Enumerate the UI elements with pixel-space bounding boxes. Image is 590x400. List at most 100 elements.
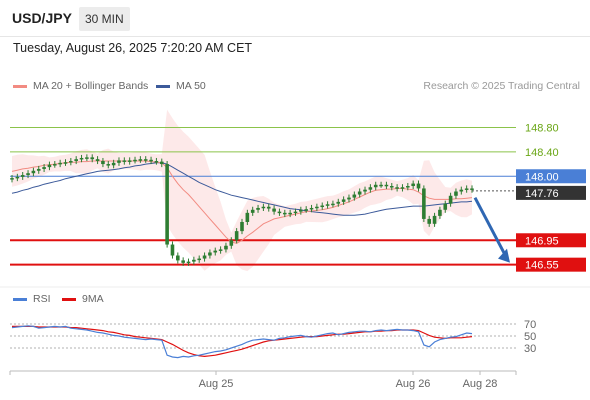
candle-body <box>240 221 244 232</box>
candle-body <box>331 203 335 206</box>
candle-body <box>197 258 202 261</box>
candle-body <box>79 157 84 160</box>
candle-body <box>245 212 250 222</box>
candle-body <box>52 164 57 166</box>
candle-body <box>315 206 319 209</box>
candle-body <box>213 250 218 253</box>
candle-body <box>309 207 314 210</box>
legend-9ma: 9MA <box>62 293 104 305</box>
rsi-9ma-line <box>12 325 473 358</box>
level-tag-146.95 <box>516 233 586 248</box>
candle-body <box>176 255 180 261</box>
candle-body <box>95 159 100 162</box>
candle-body <box>454 191 458 196</box>
legend-ma20: MA 20 + Bollinger Bands <box>13 80 148 92</box>
candle-body <box>111 162 116 166</box>
legend-ma50: MA 50 <box>156 80 206 92</box>
x-tick-label: Aug 25 <box>199 378 234 390</box>
candle-body <box>443 203 448 210</box>
candle-body <box>42 167 46 169</box>
candle-body <box>352 194 357 198</box>
candle-body <box>31 170 36 174</box>
candle-body <box>117 160 121 163</box>
header-divider <box>0 36 590 37</box>
candle-body <box>438 209 442 216</box>
candle-body <box>143 159 148 161</box>
candle-body <box>448 195 453 204</box>
candle-body <box>234 231 239 241</box>
legend-rsi: RSI <box>13 293 51 305</box>
candle-body <box>149 159 153 162</box>
x-tick-label: Aug 26 <box>396 378 431 390</box>
candle-body <box>186 261 191 264</box>
candle-body <box>464 188 469 190</box>
candle-body <box>261 206 266 209</box>
rsi-tick-label: 70 <box>524 319 536 331</box>
candle-body <box>20 175 25 177</box>
candle-body <box>266 206 271 209</box>
candle-body <box>63 162 68 164</box>
level-label-147.76: 147.76 <box>525 188 559 200</box>
research-credit: Research © 2025 Trading Central <box>423 80 580 92</box>
candle-body <box>389 186 394 188</box>
candle-body <box>427 218 432 224</box>
candle-body <box>250 209 255 213</box>
candle-body <box>336 201 341 204</box>
candle-body <box>192 259 196 262</box>
candle-body <box>208 252 212 256</box>
candle-body <box>325 204 330 206</box>
candle-body <box>416 183 421 189</box>
rsi-tick-label: 50 <box>524 331 536 343</box>
candle-body <box>363 189 367 192</box>
candle-body <box>277 211 282 214</box>
candle-body <box>320 205 325 208</box>
candle-body <box>368 187 373 190</box>
candle-body <box>379 184 383 187</box>
candle-body <box>282 212 287 215</box>
symbol-title: USD/JPY <box>12 10 72 26</box>
candle-body <box>299 209 303 212</box>
candle-body <box>36 168 41 171</box>
rsi-legend-label: RSI <box>33 293 51 305</box>
timeframe-badge[interactable]: 30 MIN <box>79 7 130 31</box>
candle-body <box>127 160 132 162</box>
candle-body <box>459 189 464 192</box>
level-label-148.80: 148.80 <box>525 122 559 134</box>
candle-body <box>101 161 105 165</box>
candle-body <box>133 159 137 162</box>
candle-body <box>58 162 62 165</box>
candle-body <box>15 176 20 179</box>
level-label-146.55: 146.55 <box>525 260 559 272</box>
candle-body <box>181 260 185 263</box>
candle-body <box>400 187 405 189</box>
candle-body <box>90 157 95 160</box>
candle-body <box>85 157 89 159</box>
candle-body <box>293 211 298 214</box>
x-tick-label: Aug 28 <box>463 378 498 390</box>
ma50-line <box>11 162 473 216</box>
9ma-swatch <box>62 297 76 301</box>
candle-body <box>395 187 399 189</box>
candle-body <box>373 184 378 188</box>
timestamp: Tuesday, August 26, 2025 7:20:20 AM CET <box>13 41 253 55</box>
candle-body <box>432 215 437 224</box>
candle-body <box>159 161 164 165</box>
candle-body <box>47 164 52 168</box>
ma20-legend-label: MA 20 + Bollinger Bands <box>33 80 149 92</box>
projection-arrow <box>473 196 508 258</box>
candle-body <box>406 186 410 188</box>
candle-body <box>74 159 78 162</box>
candle-body <box>224 245 228 250</box>
candle-body <box>165 164 169 245</box>
candle-body <box>288 212 292 215</box>
candle-body <box>202 255 207 259</box>
ma50-legend-label: MA 50 <box>176 80 206 92</box>
candle-body <box>357 191 362 195</box>
candle-body <box>10 178 14 180</box>
level-tag-147.76 <box>516 185 586 200</box>
rsi-swatch <box>13 297 27 301</box>
ma50-swatch <box>156 84 170 88</box>
candle-body <box>256 207 260 210</box>
candle-body <box>122 160 127 162</box>
